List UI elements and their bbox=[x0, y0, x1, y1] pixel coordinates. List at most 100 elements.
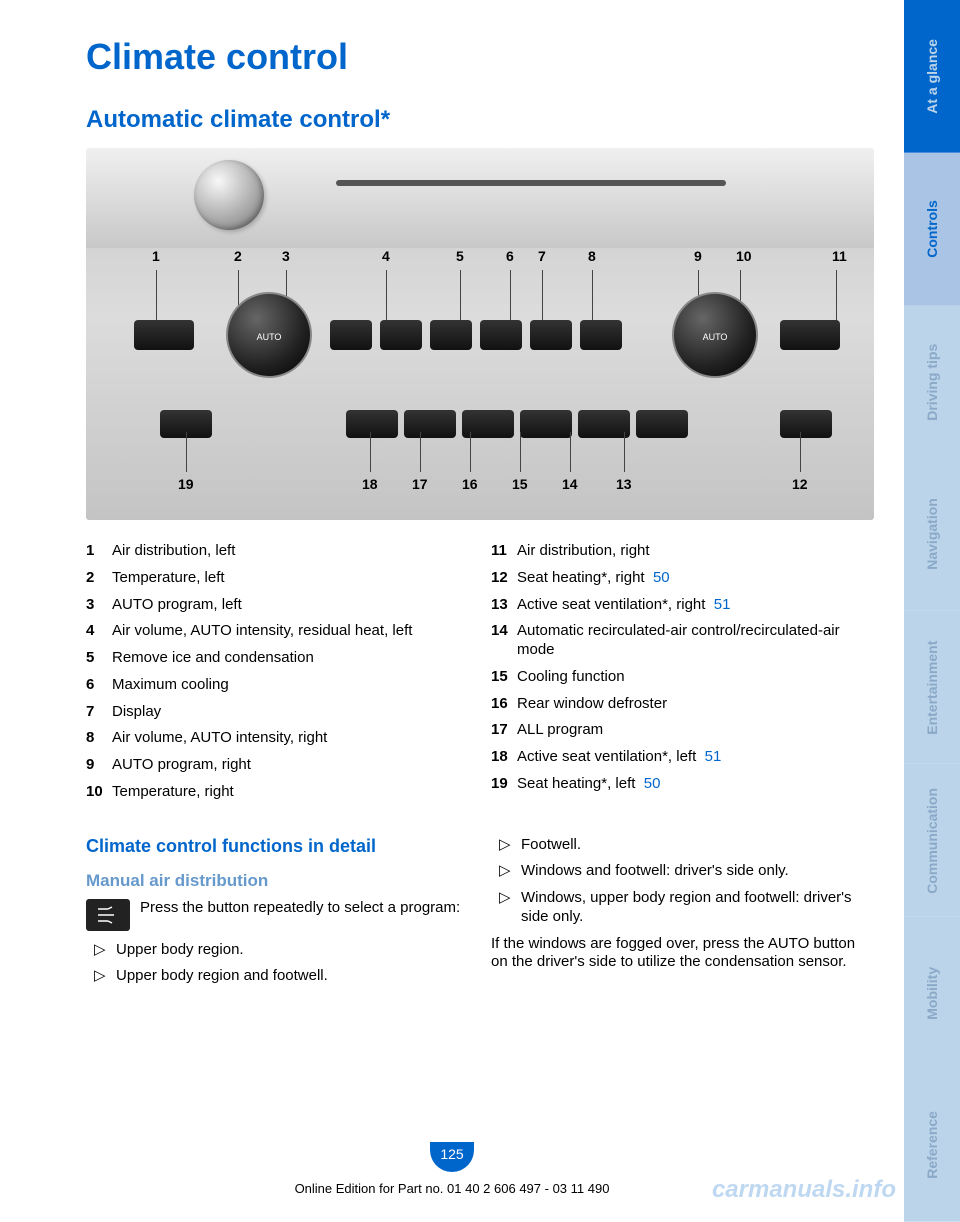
callout-number: 1 bbox=[152, 248, 160, 264]
legend-number: 5 bbox=[86, 649, 112, 668]
legend-item: 16Rear window defroster bbox=[491, 695, 874, 714]
climate-control-figure: 1234567891011 1918171615141312 bbox=[86, 148, 874, 520]
bullet-item: ▷ Windows and footwell: driver's side onl… bbox=[491, 862, 874, 881]
legend-item: 14Automatic recirculated-air control/rec… bbox=[491, 622, 874, 660]
legend-number: 14 bbox=[491, 622, 517, 660]
legend-number: 16 bbox=[491, 695, 517, 714]
side-tab[interactable]: Entertainment bbox=[904, 611, 960, 764]
legend-number: 12 bbox=[491, 569, 517, 588]
edge-button-graphic bbox=[134, 320, 194, 350]
legend-item: 2Temperature, left bbox=[86, 569, 469, 588]
legend-number: 2 bbox=[86, 569, 112, 588]
side-tabs: At a glanceControlsDriving tipsNavigatio… bbox=[904, 0, 960, 1222]
legend-item: 11Air distribution, right bbox=[491, 542, 874, 561]
legend-item: 6Maximum cooling bbox=[86, 676, 469, 695]
triangle-bullet-icon: ▷ bbox=[499, 889, 509, 927]
legend-item: 5Remove ice and condensation bbox=[86, 649, 469, 668]
auto-dial-graphic bbox=[226, 292, 312, 378]
page-reference-link[interactable]: 51 bbox=[705, 748, 722, 765]
callout-number: 13 bbox=[616, 476, 632, 492]
auto-dial-graphic bbox=[672, 292, 758, 378]
detail-subheading: Manual air distribution bbox=[86, 871, 469, 891]
lower-button-graphic bbox=[404, 410, 456, 438]
legend-number: 6 bbox=[86, 676, 112, 695]
edge-button-graphic bbox=[780, 320, 840, 350]
legend-number: 4 bbox=[86, 622, 112, 641]
volume-knob-graphic bbox=[194, 160, 264, 230]
bullet-text: Footwell. bbox=[521, 836, 581, 855]
control-button-graphic bbox=[580, 320, 622, 350]
page-reference-link[interactable]: 51 bbox=[714, 596, 731, 613]
page-title: Climate control bbox=[86, 36, 904, 78]
legend-text: Air volume, AUTO intensity, residual hea… bbox=[112, 622, 412, 641]
legend-text: Maximum cooling bbox=[112, 676, 229, 695]
lower-button-graphic bbox=[520, 410, 572, 438]
callout-number: 6 bbox=[506, 248, 514, 264]
bullet-text: Upper body region. bbox=[116, 941, 244, 960]
legend-item: 9AUTO program, right bbox=[86, 756, 469, 775]
legend-item: 1Air distribution, left bbox=[86, 542, 469, 561]
page-reference-link[interactable]: 50 bbox=[653, 569, 670, 586]
legend-item: 10Temperature, right bbox=[86, 783, 469, 802]
callout-number: 3 bbox=[282, 248, 290, 264]
lower-button-graphic bbox=[346, 410, 398, 438]
lower-button-graphic bbox=[578, 410, 630, 438]
legend-number: 7 bbox=[86, 703, 112, 722]
detail-heading: Climate control functions in detail bbox=[86, 836, 469, 857]
triangle-bullet-icon: ▷ bbox=[499, 836, 509, 855]
cd-slot-graphic bbox=[336, 180, 726, 186]
triangle-bullet-icon: ▷ bbox=[499, 862, 509, 881]
legend-number: 17 bbox=[491, 721, 517, 740]
legend-item: 15Cooling function bbox=[491, 668, 874, 687]
legend-item: 17ALL program bbox=[491, 721, 874, 740]
side-tab[interactable]: Controls bbox=[904, 153, 960, 306]
control-button-graphic bbox=[430, 320, 472, 350]
legend-number: 8 bbox=[86, 729, 112, 748]
side-tab[interactable]: Reference bbox=[904, 1069, 960, 1222]
callout-number: 9 bbox=[694, 248, 702, 264]
callout-number: 7 bbox=[538, 248, 546, 264]
legend-text: Cooling function bbox=[517, 668, 625, 687]
page-reference-link[interactable]: 50 bbox=[644, 775, 661, 792]
callout-number: 14 bbox=[562, 476, 578, 492]
control-button-graphic bbox=[380, 320, 422, 350]
legend-item: 8Air volume, AUTO intensity, right bbox=[86, 729, 469, 748]
legend-text: Display bbox=[112, 703, 161, 722]
side-tab[interactable]: Communication bbox=[904, 764, 960, 917]
legend-text: Air distribution, right bbox=[517, 542, 650, 561]
legend-text: Active seat ventilation*, left 51 bbox=[517, 748, 721, 767]
callout-number: 10 bbox=[736, 248, 752, 264]
legend-item: 12Seat heating*, right 50 bbox=[491, 569, 874, 588]
control-button-graphic bbox=[480, 320, 522, 350]
side-tab[interactable]: Driving tips bbox=[904, 306, 960, 459]
bullet-text: Upper body region and footwell. bbox=[116, 967, 328, 986]
air-distribution-icon bbox=[86, 899, 130, 931]
legend-text: ALL program bbox=[517, 721, 603, 740]
watermark: carmanuals.info bbox=[712, 1176, 896, 1204]
side-tab[interactable]: Navigation bbox=[904, 458, 960, 611]
legend-number: 3 bbox=[86, 596, 112, 615]
callout-number: 19 bbox=[178, 476, 194, 492]
detail-note: If the windows are fogged over, press th… bbox=[491, 935, 874, 973]
callout-number: 5 bbox=[456, 248, 464, 264]
callout-number: 17 bbox=[412, 476, 428, 492]
legend-number: 10 bbox=[86, 783, 112, 802]
lower-button-graphic bbox=[780, 410, 832, 438]
legend-text: Air distribution, left bbox=[112, 542, 235, 561]
bullet-text: Windows and footwell: driver's side only… bbox=[521, 862, 789, 881]
legend-number: 13 bbox=[491, 596, 517, 615]
legend-number: 11 bbox=[491, 542, 517, 561]
legend-text: Temperature, left bbox=[112, 569, 225, 588]
legend-text: AUTO program, left bbox=[112, 596, 242, 615]
legend-number: 15 bbox=[491, 668, 517, 687]
callout-number: 11 bbox=[832, 248, 847, 264]
legend-text: Seat heating*, right 50 bbox=[517, 569, 670, 588]
side-tab[interactable]: Mobility bbox=[904, 917, 960, 1070]
lower-button-graphic bbox=[636, 410, 688, 438]
legend-text: Temperature, right bbox=[112, 783, 234, 802]
side-tab[interactable]: At a glance bbox=[904, 0, 960, 153]
legend-text: Active seat ventilation*, right 51 bbox=[517, 596, 730, 615]
triangle-bullet-icon: ▷ bbox=[94, 967, 104, 986]
callout-number: 4 bbox=[382, 248, 390, 264]
callout-number: 8 bbox=[588, 248, 596, 264]
